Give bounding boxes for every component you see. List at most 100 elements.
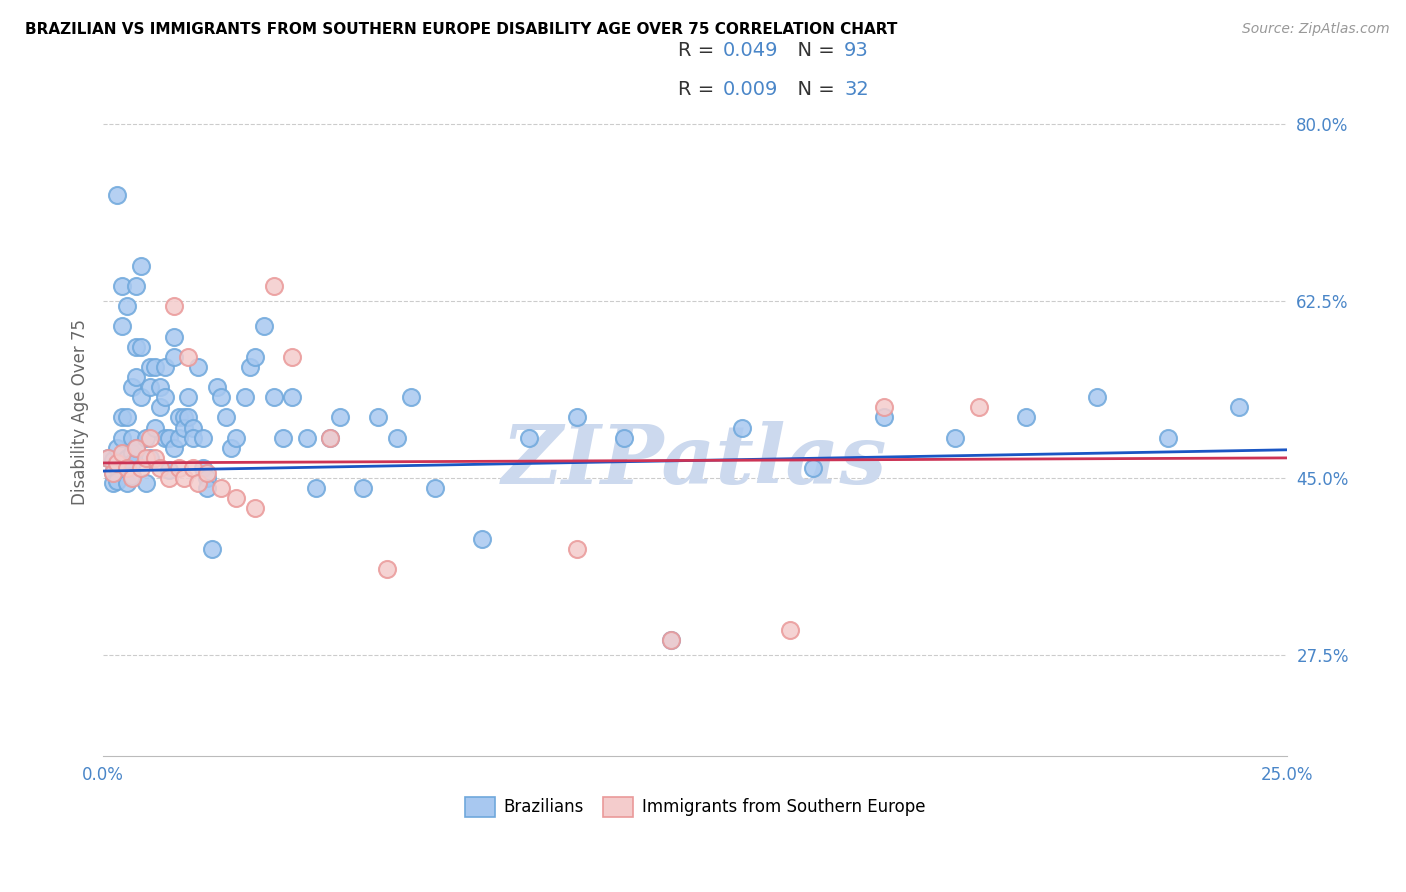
Point [779, 623, 801, 637]
Point [167, 410, 190, 425]
Point [125, 370, 148, 384]
Point [305, 481, 328, 495]
Text: R =: R = [678, 41, 721, 60]
Point [139, 380, 162, 394]
Point [121, 456, 143, 470]
Point [565, 410, 588, 425]
Text: R =: R = [678, 79, 721, 99]
Point [101, 476, 124, 491]
Point [195, 466, 218, 480]
Point [121, 469, 143, 483]
Point [115, 450, 138, 465]
Point [181, 431, 204, 445]
Point [111, 410, 134, 425]
Point [263, 279, 285, 293]
Point [101, 453, 124, 467]
Point [101, 466, 124, 480]
Point [375, 562, 398, 576]
Point [613, 431, 636, 445]
Legend: Brazilians, Immigrants from Southern Europe: Brazilians, Immigrants from Southern Eur… [458, 790, 932, 823]
Point [191, 431, 214, 445]
Point [115, 410, 138, 425]
Point [873, 410, 896, 425]
Point [177, 350, 200, 364]
Point [167, 461, 190, 475]
Point [181, 461, 204, 475]
Point [177, 410, 200, 425]
Point [281, 350, 304, 364]
Point [111, 446, 134, 460]
Point [731, 420, 754, 434]
Point [565, 541, 588, 556]
Point [243, 501, 266, 516]
Point [243, 350, 266, 364]
Point [205, 380, 228, 394]
Point [121, 471, 143, 485]
Point [135, 431, 157, 445]
Point [129, 390, 152, 404]
Point [319, 431, 342, 445]
Point [367, 410, 389, 425]
Point [163, 299, 186, 313]
Point [187, 359, 209, 374]
Point [105, 456, 128, 470]
Point [129, 340, 152, 354]
Point [149, 380, 172, 394]
Point [111, 431, 134, 445]
Point [187, 476, 209, 491]
Point [125, 441, 148, 455]
Point [149, 401, 172, 415]
Point [191, 461, 214, 475]
Point [329, 410, 352, 425]
Point [281, 390, 304, 404]
Point [97, 450, 120, 465]
Point [105, 441, 128, 455]
Point [125, 340, 148, 354]
Point [121, 446, 143, 460]
Point [153, 431, 176, 445]
Point [125, 279, 148, 293]
Point [173, 420, 195, 434]
Text: 0.009: 0.009 [723, 79, 779, 99]
Point [167, 431, 190, 445]
Point [173, 410, 195, 425]
Point [211, 481, 233, 495]
Point [233, 390, 256, 404]
Point [115, 461, 138, 475]
Point [967, 401, 990, 415]
Point [271, 431, 294, 445]
Point [659, 632, 682, 647]
Point [215, 410, 238, 425]
Point [295, 431, 318, 445]
Point [1157, 431, 1180, 445]
Point [129, 461, 152, 475]
Point [121, 380, 143, 394]
Point [225, 431, 247, 445]
Point [143, 450, 166, 465]
Point [353, 481, 375, 495]
Point [139, 450, 162, 465]
Point [105, 188, 128, 202]
Point [157, 471, 180, 485]
Point [163, 350, 186, 364]
Point [399, 390, 422, 404]
Point [115, 476, 138, 491]
Point [105, 474, 128, 488]
Point [659, 632, 682, 647]
Point [201, 541, 224, 556]
Point [115, 299, 138, 313]
Point [1227, 401, 1250, 415]
Point [225, 491, 247, 506]
Point [1085, 390, 1108, 404]
Point [139, 431, 162, 445]
Point [157, 431, 180, 445]
Point [517, 431, 540, 445]
Point [195, 471, 218, 485]
Point [129, 259, 152, 273]
Point [263, 390, 285, 404]
Point [143, 359, 166, 374]
Text: BRAZILIAN VS IMMIGRANTS FROM SOUTHERN EUROPE DISABILITY AGE OVER 75 CORRELATION : BRAZILIAN VS IMMIGRANTS FROM SOUTHERN EU… [25, 22, 897, 37]
Text: N =: N = [785, 79, 841, 99]
Point [195, 481, 218, 495]
Y-axis label: Disability Age Over 75: Disability Age Over 75 [72, 319, 89, 506]
